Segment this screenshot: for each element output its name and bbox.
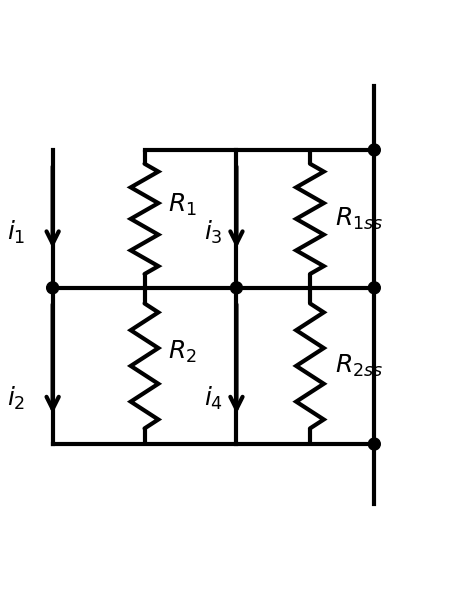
Text: $i_1$: $i_1$	[7, 219, 25, 247]
Text: $R_1$: $R_1$	[167, 192, 197, 218]
Text: $i_2$: $i_2$	[7, 384, 25, 412]
Circle shape	[368, 144, 380, 156]
Text: $R_2$: $R_2$	[167, 339, 196, 365]
Text: $R_{1ss}$: $R_{1ss}$	[335, 206, 384, 232]
Text: $R_{2ss}$: $R_{2ss}$	[335, 353, 384, 379]
Circle shape	[368, 438, 380, 450]
Text: $i_3$: $i_3$	[204, 219, 223, 247]
Text: $i_4$: $i_4$	[204, 384, 223, 412]
Circle shape	[46, 282, 59, 294]
Circle shape	[230, 282, 242, 294]
Circle shape	[368, 282, 380, 294]
